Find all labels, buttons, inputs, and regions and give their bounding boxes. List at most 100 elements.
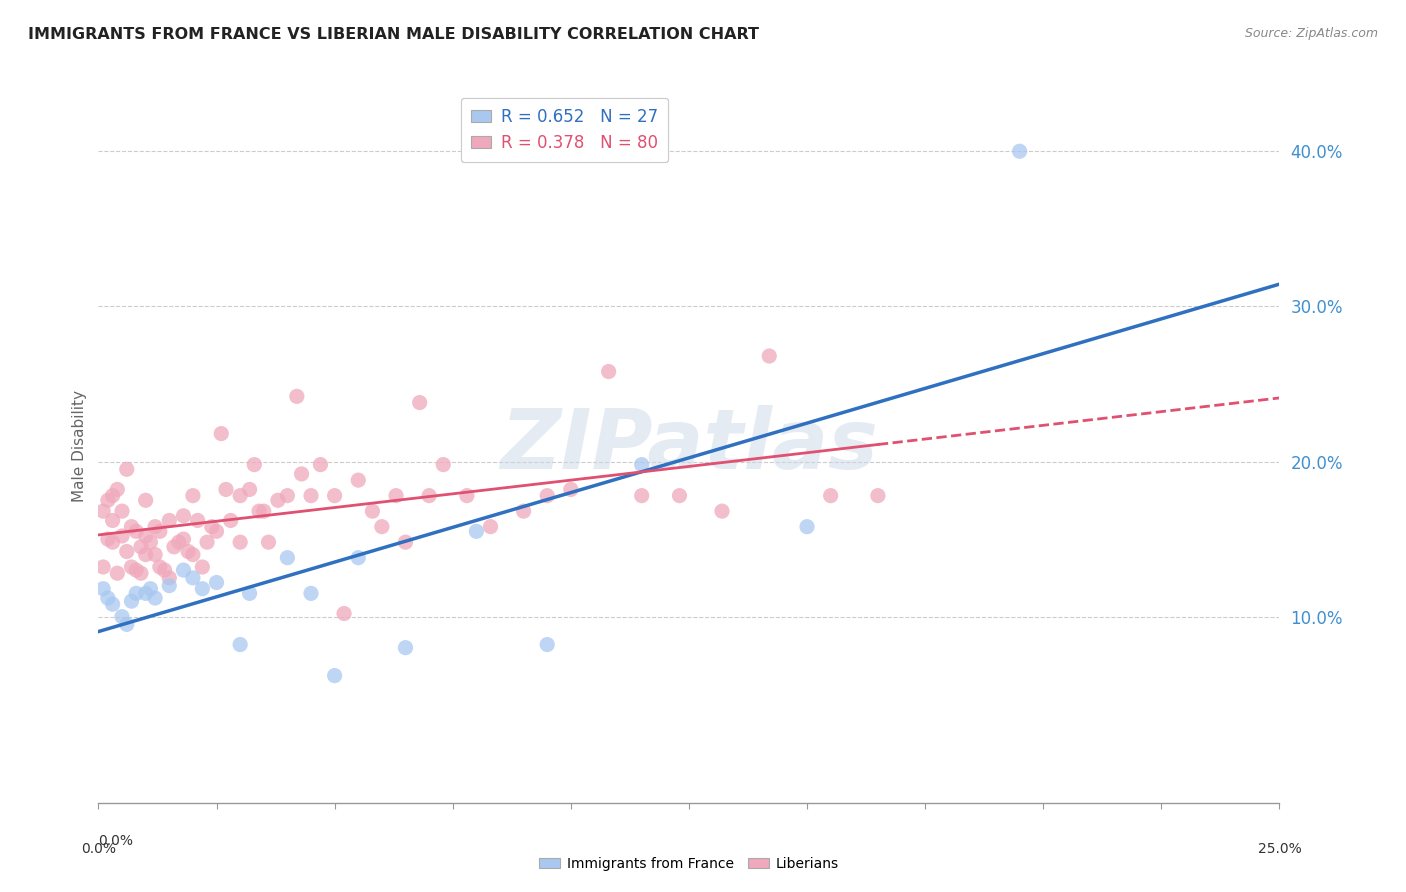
Point (125, 586, 148, 600)
Point (243, 458, 266, 472)
Point (143, 591, 166, 605)
Point (101, 513, 124, 527)
Point (163, 540, 186, 554)
Point (299, 586, 322, 600)
Point (465, 524, 488, 539)
Point (536, 489, 558, 503)
Point (91, 582, 114, 596)
Point (361, 504, 384, 518)
Point (129, 540, 152, 554)
Point (866, 489, 889, 503)
Point (276, 550, 298, 565)
Point (143, 519, 166, 533)
Point (229, 489, 252, 503)
Point (129, 566, 152, 581)
Point (323, 668, 346, 682)
Point (125, 524, 148, 539)
Point (205, 524, 228, 539)
Text: Source: ZipAtlas.com: Source: ZipAtlas.com (1244, 27, 1378, 40)
Point (276, 489, 298, 503)
Point (125, 563, 148, 577)
Point (239, 586, 262, 600)
Point (512, 504, 534, 518)
Point (135, 493, 157, 508)
Point (418, 489, 440, 503)
Point (394, 535, 416, 549)
Point (253, 504, 276, 518)
Point (135, 529, 157, 543)
Point (347, 550, 370, 565)
Point (111, 504, 134, 518)
Point (560, 483, 582, 497)
Point (111, 609, 134, 624)
Point (115, 617, 138, 632)
Point (758, 349, 780, 363)
Point (143, 548, 166, 562)
Point (630, 489, 652, 503)
Point (135, 586, 157, 600)
Point (177, 544, 200, 558)
Point (195, 535, 218, 549)
Point (157, 513, 180, 527)
Point (333, 607, 356, 621)
Point (191, 582, 214, 596)
Point (121, 594, 143, 608)
Point (187, 513, 209, 527)
Point (149, 560, 172, 574)
Point (191, 560, 214, 574)
Point (149, 524, 172, 539)
Point (111, 529, 134, 543)
Point (323, 489, 346, 503)
Point (115, 544, 138, 558)
Point (172, 563, 194, 577)
Point (290, 467, 312, 481)
Legend: R = 0.652   N = 27, R = 0.378   N = 80: R = 0.652 N = 27, R = 0.378 N = 80 (461, 97, 668, 161)
Point (432, 458, 454, 472)
Point (229, 638, 252, 652)
Point (97, 532, 120, 546)
Point (456, 489, 478, 503)
Point (309, 458, 332, 472)
Point (299, 489, 322, 503)
Point (97, 493, 120, 508)
Point (285, 389, 308, 403)
Point (711, 504, 734, 518)
Point (257, 535, 280, 549)
Text: 25.0%: 25.0% (1257, 841, 1302, 855)
Point (598, 365, 620, 379)
Text: IMMIGRANTS FROM FRANCE VS LIBERIAN MALE DISABILITY CORRELATION CHART: IMMIGRANTS FROM FRANCE VS LIBERIAN MALE … (28, 27, 759, 42)
Point (157, 579, 180, 593)
Point (820, 489, 842, 503)
Point (101, 535, 124, 549)
Point (115, 462, 138, 476)
Point (181, 571, 204, 585)
Text: 0.0%: 0.0% (98, 834, 134, 848)
Point (239, 483, 262, 497)
Point (91, 560, 114, 574)
Point (97, 591, 120, 605)
Point (101, 597, 124, 611)
Point (215, 483, 238, 497)
Point (105, 566, 128, 581)
Text: ZIPatlas: ZIPatlas (501, 406, 877, 486)
Point (181, 548, 204, 562)
Point (135, 548, 157, 562)
Point (408, 395, 430, 409)
Point (181, 489, 204, 503)
Point (668, 489, 690, 503)
Point (1008, 145, 1031, 159)
Point (201, 519, 224, 533)
Point (796, 519, 818, 533)
Point (205, 575, 228, 590)
Point (479, 519, 502, 533)
Point (247, 504, 270, 518)
Point (157, 571, 180, 585)
Point (101, 489, 124, 503)
Point (536, 638, 558, 652)
Point (229, 535, 252, 549)
Point (121, 560, 143, 574)
Point (121, 519, 143, 533)
Text: 0.0%: 0.0% (82, 841, 115, 855)
Point (630, 458, 652, 472)
Point (385, 489, 408, 503)
